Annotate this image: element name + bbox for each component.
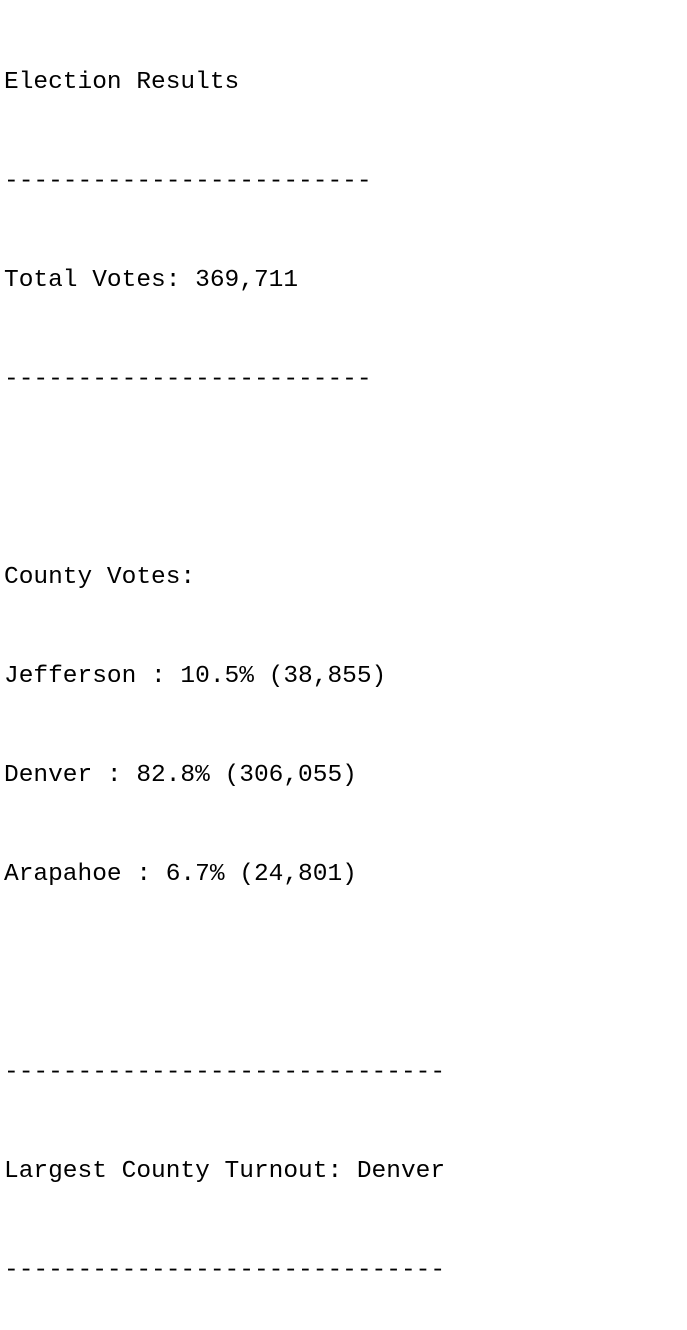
separator-3: ------------------------------ — [4, 1059, 446, 1086]
total-votes: Total Votes: 369,711 — [4, 267, 299, 294]
separator-1: ------------------------- — [4, 168, 372, 195]
report-title: Election Results — [4, 69, 240, 96]
county-row-arapahoe: Arapahoe : 6.7% (24,801) — [4, 861, 357, 888]
county-votes-heading: County Votes: — [4, 564, 196, 591]
largest-county-turnout: Largest County Turnout: Denver — [4, 1158, 446, 1185]
separator-2: ------------------------- — [4, 366, 372, 393]
separator-4: ------------------------------ — [4, 1257, 446, 1284]
blank-line — [4, 957, 687, 990]
election-results-document: Election Results -----------------------… — [4, 0, 687, 1330]
county-row-denver: Denver : 82.8% (306,055) — [4, 762, 357, 789]
blank-line — [4, 462, 687, 495]
